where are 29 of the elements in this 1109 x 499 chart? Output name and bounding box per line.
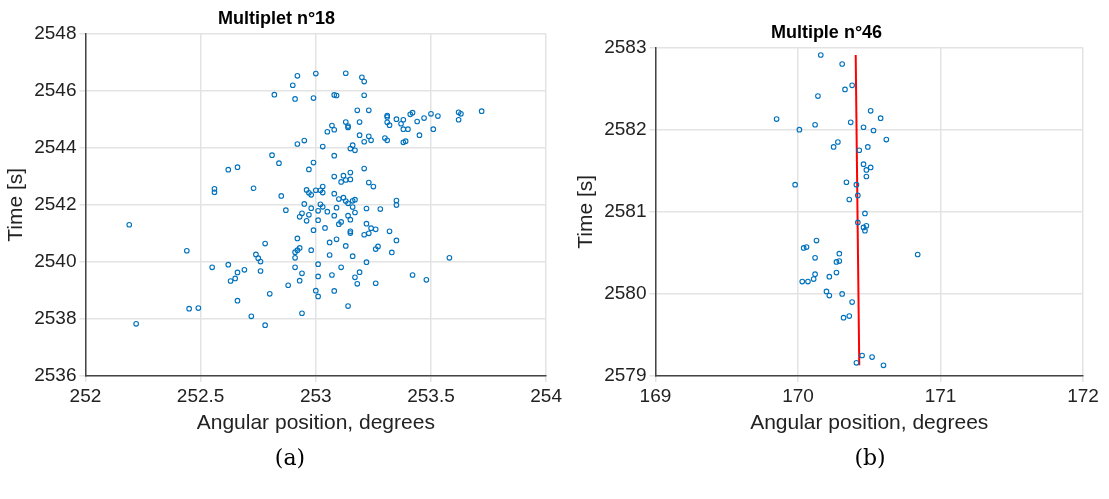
x-tick-label: 170 bbox=[782, 384, 814, 406]
y-tick-label: 2544 bbox=[34, 135, 77, 157]
y-tick-label: 2548 bbox=[34, 21, 77, 43]
x-tick-label: 172 bbox=[1067, 384, 1099, 406]
y-tick-label: 2579 bbox=[604, 364, 647, 386]
y-tick-label: 2580 bbox=[604, 282, 647, 304]
text: (b) bbox=[853, 445, 887, 470]
y-tick-label: 2583 bbox=[604, 35, 647, 57]
y-tick-label: 2546 bbox=[34, 78, 77, 100]
y-axis-title: Time [s] bbox=[3, 167, 27, 242]
y-tick-label: 2538 bbox=[34, 307, 77, 329]
y-tick-label: 2581 bbox=[604, 200, 647, 222]
y-tick-label: 2540 bbox=[34, 250, 77, 272]
x-tick-label: 252 bbox=[69, 384, 102, 406]
y-axis-title: Time [s] bbox=[573, 174, 597, 249]
chart-title: Multiple n°46 bbox=[770, 21, 883, 42]
x-axis-title: Angular position, degrees bbox=[750, 410, 989, 434]
x-tick-label: 253.5 bbox=[407, 384, 455, 406]
y-tick-label: 2582 bbox=[604, 117, 647, 139]
x-tick-label: 169 bbox=[639, 384, 672, 406]
text: (a) bbox=[273, 445, 307, 470]
x-tick-label: 171 bbox=[924, 384, 957, 406]
chart-title: Multiplet n°18 bbox=[217, 7, 336, 28]
x-axis-title: Angular position, degrees bbox=[196, 410, 435, 434]
y-tick-label: 2542 bbox=[34, 193, 77, 215]
x-tick-label: 252.5 bbox=[176, 384, 225, 406]
x-tick-label: 253 bbox=[299, 384, 332, 406]
x-tick-label: 254 bbox=[530, 384, 563, 406]
y-tick-label: 2536 bbox=[34, 364, 77, 386]
